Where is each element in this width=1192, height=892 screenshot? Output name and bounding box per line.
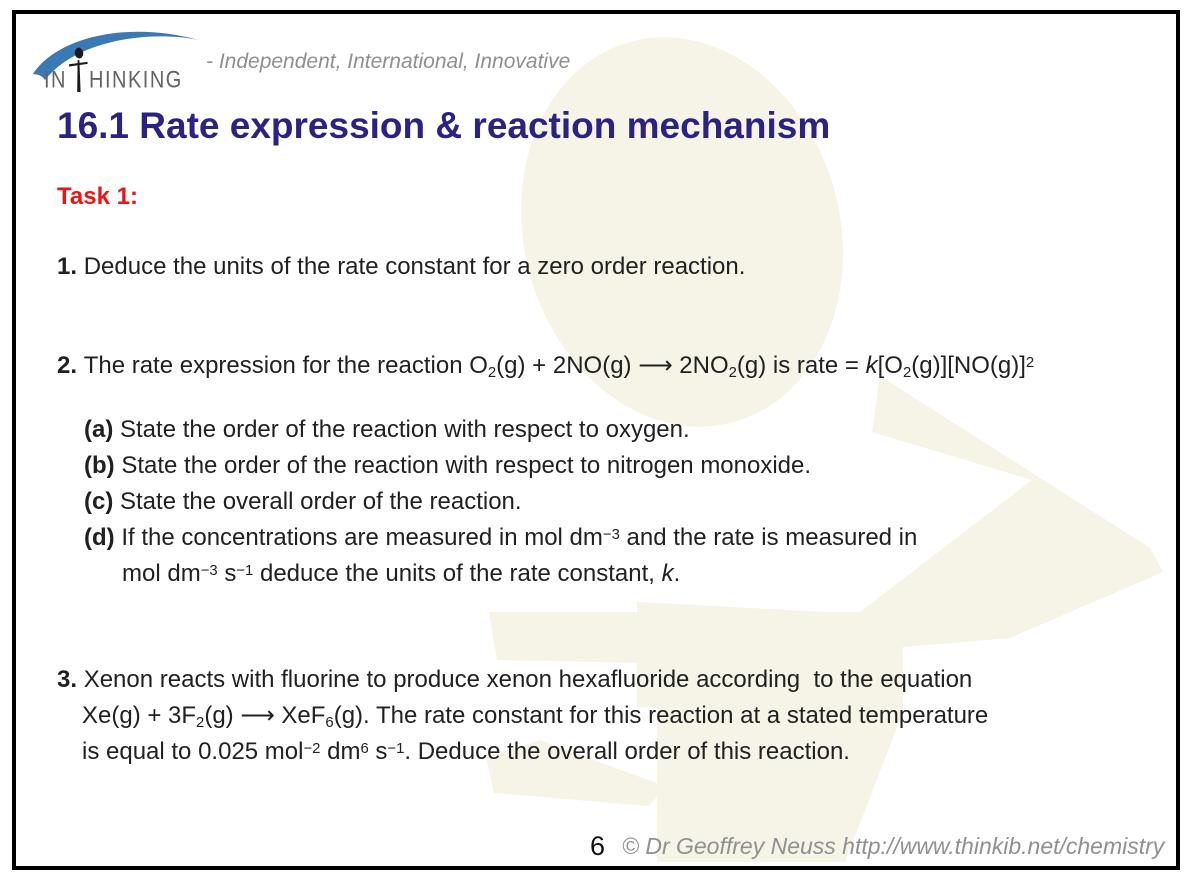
question-2-part-c: (c) State the overall order of the react…	[84, 488, 522, 515]
question-3-line1: 3. Xenon reacts with fluorine to produce…	[57, 666, 973, 693]
copyright-notice: © Dr Geoffrey Neuss http://www.thinkib.n…	[622, 833, 1165, 859]
thinking-person-watermark	[486, 37, 1163, 862]
question-3-line2: Xe(g) + 3F2(g) ⟶ XeF6(g). The rate const…	[82, 702, 989, 731]
task-label: Task 1:	[57, 183, 138, 210]
brand-suffix: HINKING	[89, 67, 183, 94]
watermark-arm	[489, 376, 1163, 664]
question-2-part-b: (b) State the order of the reaction with…	[84, 452, 812, 479]
question-3-line3: is equal to 0.025 mol−2 dm6 s−1. Deduce …	[82, 738, 850, 765]
question-2-intro: 2. The rate expression for the reaction …	[57, 352, 1035, 381]
swoosh-arc-icon	[33, 31, 198, 80]
slide-frame: IN HINKING - Independent, International,…	[12, 10, 1180, 870]
brand-wordmark: IN HINKING	[44, 45, 183, 92]
logo-tagline: - Independent, International, Innovative	[206, 50, 571, 73]
brand-prefix: IN	[44, 67, 67, 94]
inthinking-logo: IN HINKING - Independent, International,…	[30, 26, 650, 92]
question-2-part-d-line1: (d) If the concentrations are measured i…	[84, 524, 918, 551]
thinking-person-icon	[69, 47, 88, 92]
question-1: 1. Deduce the units of the rate constant…	[57, 253, 746, 280]
content-layer: IN HINKING - Independent, International,…	[16, 14, 1176, 866]
page-title: 16.1 Rate expression & reaction mechanis…	[57, 105, 831, 146]
question-2-part-a: (a) State the order of the reaction with…	[84, 416, 690, 443]
watermark-head	[521, 37, 843, 427]
page-number: 6	[590, 831, 606, 861]
watermark-leg	[637, 602, 903, 862]
question-2-part-d-line2: mol dm−3 s−1 deduce the units of the rat…	[122, 560, 681, 587]
watermark-foot	[486, 740, 667, 806]
